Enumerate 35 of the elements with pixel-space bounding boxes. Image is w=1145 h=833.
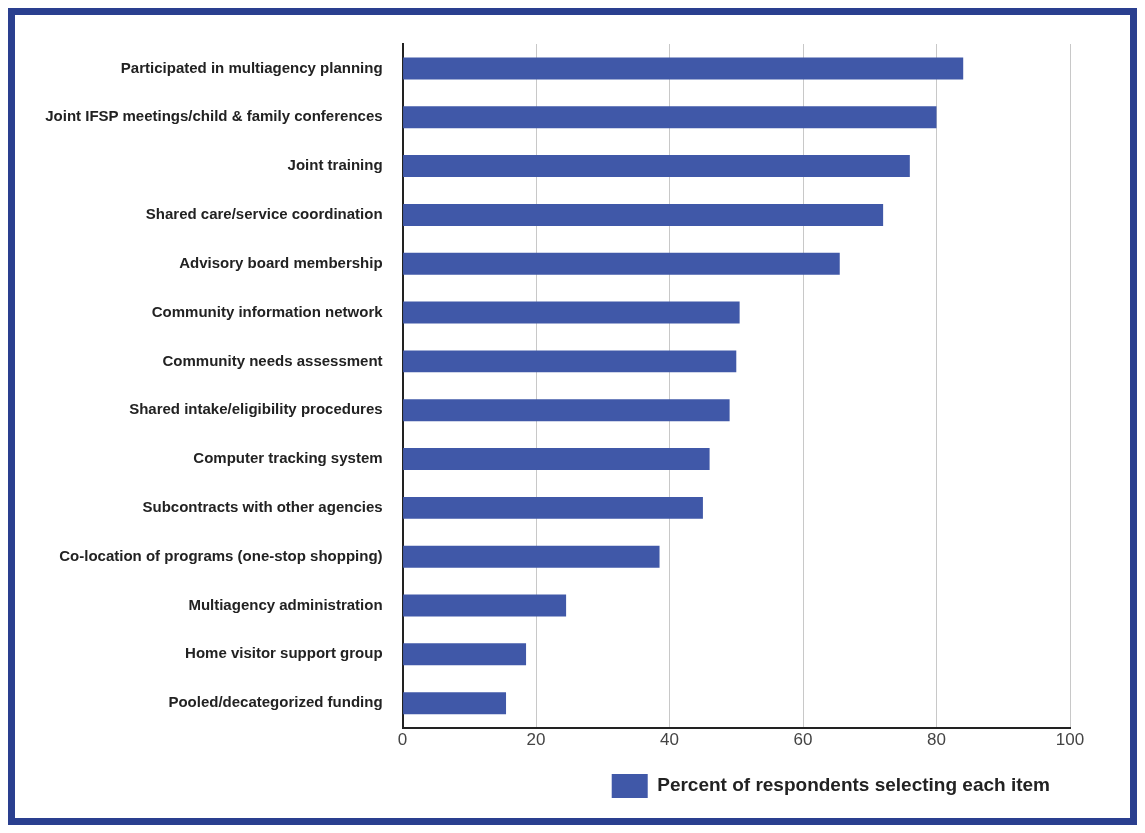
- y-tick-label: Shared intake/eligibility procedures: [129, 400, 383, 418]
- legend-label: Percent of respondents selecting each item: [657, 774, 1051, 796]
- y-tick-label: Home visitor support group: [185, 644, 383, 662]
- x-tick-label: 100: [1055, 730, 1085, 750]
- bar: [403, 594, 567, 617]
- y-tick-label: Joint IFSP meetings/child & family conferences: [45, 107, 383, 125]
- y-tick-label: Shared care/service coordination: [145, 205, 383, 223]
- y-tick-label: Advisory board membership: [179, 253, 383, 271]
- y-tick-label: Participated in multiagency planning: [120, 58, 383, 76]
- x-tick-label: 60: [793, 730, 813, 750]
- bar: [403, 301, 740, 324]
- bar: [403, 448, 710, 471]
- bar: [403, 155, 910, 178]
- bar: [403, 643, 527, 666]
- bar: [403, 496, 703, 519]
- bar: [403, 203, 884, 226]
- y-tick-label: Pooled/decategorized funding: [168, 693, 383, 711]
- bar: [403, 252, 840, 275]
- y-tick-label: Co-location of programs (one-stop shopping): [59, 546, 383, 564]
- y-tick-label: Community information network: [151, 302, 384, 320]
- y-tick-label: Computer tracking system: [193, 449, 383, 467]
- bar: [403, 350, 737, 373]
- x-tick-label: 20: [526, 730, 546, 750]
- y-tick-label: Multiagency administration: [188, 595, 383, 613]
- bar: [403, 545, 660, 568]
- x-tick-label: 80: [927, 730, 946, 750]
- bar: [403, 399, 730, 422]
- bar: [403, 106, 937, 129]
- y-tick-label: Joint training: [287, 156, 383, 174]
- bar: [403, 57, 964, 80]
- x-tick-label: 0: [397, 730, 408, 750]
- y-tick-label: Subcontracts with other agencies: [142, 498, 383, 516]
- bar: [403, 692, 507, 715]
- x-tick-label: 40: [660, 730, 680, 750]
- y-tick-label: Community needs assessment: [162, 351, 383, 369]
